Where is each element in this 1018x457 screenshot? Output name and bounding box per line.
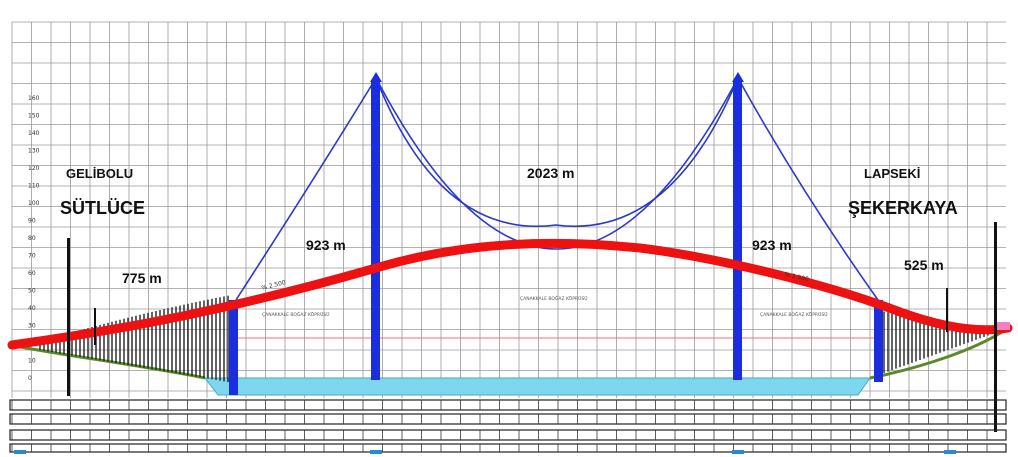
anchor-pier-left: [229, 300, 238, 395]
tower-left-top: [370, 72, 382, 82]
elevation-tick-label: 120: [28, 165, 40, 172]
left-reference-post: [67, 238, 70, 396]
elevation-tick-label: 100: [28, 200, 40, 207]
span-right-approach: 525 m: [904, 257, 944, 273]
station-marker: [14, 450, 26, 454]
elevation-tick-label: 90: [28, 218, 36, 225]
tower-left: [371, 80, 380, 380]
elevation-tick-label: 160: [28, 95, 40, 102]
left-town-label: SÜTLÜCE: [60, 198, 145, 218]
ground-profile-right: [869, 328, 1006, 380]
span-left-approach: 775 m: [122, 270, 162, 286]
elevation-tick-label: 0: [28, 375, 32, 382]
right-reference-post: [994, 222, 997, 432]
elevation-tick-label: 40: [28, 305, 36, 312]
elevation-tick-label: 110: [28, 183, 40, 190]
span-left-side: 923 m: [306, 237, 346, 253]
elevation-tick-label: 50: [28, 288, 36, 295]
station-marker: [944, 450, 956, 454]
deck-end-right: [996, 322, 1010, 330]
right-town-label: ŞEKERKAYA: [848, 198, 958, 218]
station-table: [9, 399, 1007, 454]
left-region-label: GELİBOLU: [66, 166, 133, 181]
elevation-tick-label: 80: [28, 235, 36, 242]
elevation-tick-label: 10: [28, 358, 36, 365]
deck-note-center: ÇANAKKALE BOĞAZ KÖPRÜSÜ: [520, 295, 588, 302]
bridge-deck: [7, 238, 1013, 350]
station-marker: [370, 450, 382, 454]
main-cables: [235, 77, 879, 301]
span-main: 2023 m: [527, 165, 574, 181]
towers: [229, 72, 883, 395]
deck-note-right: ÇANAKKALE BOĞAZ KÖPRÜSÜ: [760, 311, 828, 318]
station-marker: [732, 450, 744, 454]
station-row: [9, 443, 1007, 453]
station-row: [9, 429, 1007, 441]
elevation-tick-label: 30: [28, 323, 36, 330]
elevation-tick-label: 70: [28, 253, 36, 260]
tower-right: [733, 80, 742, 380]
elevation-tick-label: 150: [28, 113, 40, 120]
tower-right-top: [732, 72, 744, 82]
strait-water: [203, 377, 871, 396]
span-right-side: 923 m: [752, 237, 792, 253]
elevation-tick-label: 60: [28, 270, 36, 277]
elevation-tick-label: 140: [28, 130, 40, 137]
deck-note-left: ÇANAKKALE BOĞAZ KÖPRÜSÜ: [262, 311, 330, 318]
anchor-pier-right: [874, 300, 883, 382]
station-row: [9, 413, 1007, 425]
station-row: [9, 399, 1007, 411]
elevation-tick-label: 130: [28, 148, 40, 155]
right-region-label: LAPSEKİ: [864, 166, 920, 181]
